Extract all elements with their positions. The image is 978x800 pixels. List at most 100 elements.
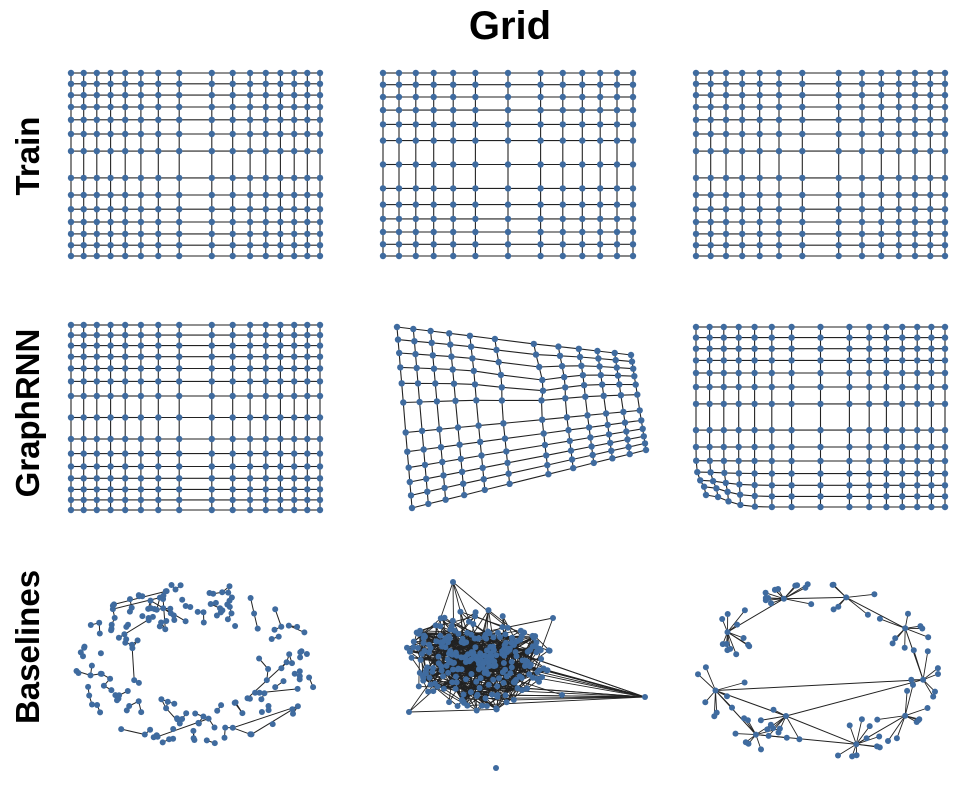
graph-node (176, 496, 183, 504)
graph-node (510, 696, 517, 703)
graph-node (911, 80, 919, 88)
graph-node (304, 174, 311, 182)
graph-node (256, 655, 263, 662)
graph-node (67, 252, 75, 260)
graph-node (448, 353, 455, 360)
graph-node (504, 215, 512, 223)
graph-node (517, 627, 524, 634)
graph-node (277, 116, 284, 124)
graph-node (562, 384, 569, 391)
graph-node (472, 252, 479, 260)
graph-node (290, 710, 296, 717)
graph-node (80, 435, 87, 443)
graph-node (441, 484, 448, 492)
graph-node (229, 80, 236, 88)
graph-node (316, 486, 324, 493)
graph-node (788, 369, 795, 377)
graph-node (941, 230, 949, 238)
graph-node (613, 228, 621, 236)
graph-node (262, 506, 269, 514)
graph-edge (454, 400, 459, 428)
graph-node (137, 69, 145, 77)
graph-node (878, 218, 885, 226)
graph-node (706, 400, 713, 408)
graph-node (395, 252, 403, 260)
graph-node (613, 185, 621, 192)
graph-node (866, 493, 873, 500)
graph-node (541, 441, 549, 449)
graph-node (412, 350, 419, 358)
graph-node (537, 121, 544, 128)
graph-node (582, 393, 589, 400)
graph-node (722, 252, 730, 260)
graph-node (246, 69, 254, 77)
graph-edge (459, 611, 466, 658)
graph-node (137, 147, 145, 155)
graph-node (568, 456, 576, 463)
graph-node (291, 463, 298, 470)
graph-node (155, 392, 162, 400)
graph-node (155, 116, 162, 124)
graph-node (472, 185, 479, 192)
graph-node (208, 230, 215, 238)
graph-node (914, 357, 921, 364)
graph-node (594, 347, 601, 355)
graph-node (395, 161, 403, 168)
graph-node (304, 475, 311, 482)
graph-node (277, 342, 284, 349)
graph-node (229, 69, 236, 77)
graph-node (722, 218, 730, 226)
graph-node (941, 334, 949, 341)
graph-node (137, 486, 145, 493)
graph-node (208, 365, 215, 372)
graph-node (490, 634, 497, 641)
graph-node (246, 252, 254, 260)
graph-node (707, 103, 714, 111)
graph-node (443, 662, 450, 669)
graph-node (714, 493, 722, 501)
graph-node (597, 106, 604, 114)
graph-node (775, 242, 783, 249)
graph-node (858, 80, 866, 88)
graph-edge (508, 464, 548, 475)
graph-node (707, 469, 714, 476)
graph-edge (569, 436, 591, 442)
graph-edge (697, 673, 716, 691)
graph-node (422, 670, 429, 677)
graph-node (878, 252, 885, 260)
graph-node (137, 230, 145, 238)
graph-node (756, 147, 763, 155)
graph-node (450, 252, 457, 260)
graph-node (316, 191, 324, 199)
graph-node (440, 472, 447, 479)
graph-node (93, 80, 101, 88)
graph-node (483, 703, 490, 709)
graph-node (692, 345, 700, 352)
graph-node (93, 174, 101, 182)
graph-node (297, 654, 304, 661)
graph-node (229, 230, 236, 238)
graph-node (229, 342, 236, 349)
graph-node (864, 611, 871, 618)
nodes (393, 323, 650, 512)
nodes (67, 321, 324, 514)
graph-node (751, 369, 758, 377)
graph-node (693, 457, 700, 464)
graph-node (277, 218, 284, 226)
graph-node (878, 130, 885, 138)
graph-node (379, 215, 387, 223)
graph-edge (464, 489, 485, 496)
graph-node (768, 357, 775, 364)
graph-node (277, 191, 284, 199)
graph-node (613, 201, 621, 208)
graph-node (941, 345, 949, 352)
graph-node (183, 710, 190, 717)
graph-node (246, 116, 254, 124)
graph-node (883, 400, 890, 408)
graph-node (692, 80, 700, 88)
graph-node (155, 321, 162, 329)
graph-node (457, 608, 464, 615)
graph-node (739, 206, 746, 213)
graph-node (537, 185, 544, 192)
graph-node (768, 493, 776, 500)
